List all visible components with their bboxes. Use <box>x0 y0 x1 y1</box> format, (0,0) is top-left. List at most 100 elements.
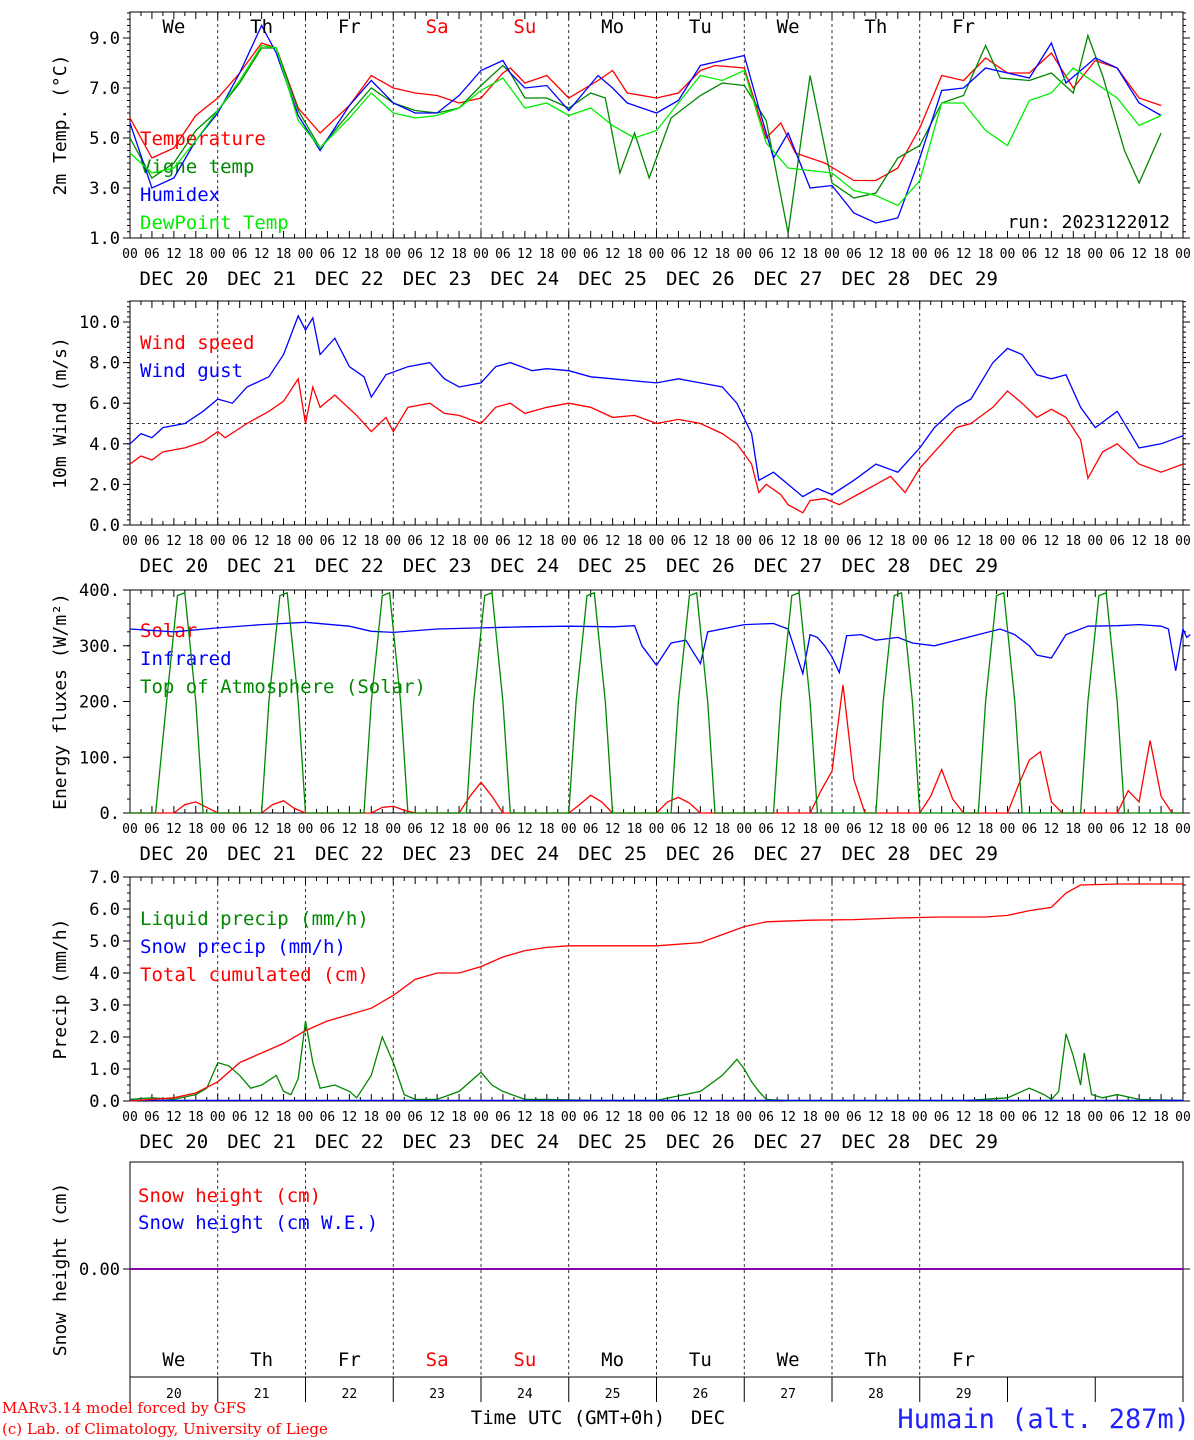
hour-tick-label: 06 <box>758 822 774 837</box>
hour-tick-label: 18 <box>890 822 906 837</box>
weekday-label: We <box>162 1349 185 1371</box>
date-label: DEC 22 <box>315 268 384 290</box>
hour-tick-label: 00 <box>1175 247 1191 262</box>
hour-tick-label: 00 <box>912 1110 928 1125</box>
hour-tick-label: 12 <box>254 534 270 549</box>
weekday-label: Sa <box>426 16 449 38</box>
y-tick-label: 0.0 <box>89 516 120 536</box>
hour-tick-label: 12 <box>1044 247 1060 262</box>
weekday-label: Th <box>864 1349 887 1371</box>
y-tick-label: 7.0 <box>89 79 120 99</box>
date-label: DEC 23 <box>403 1131 472 1153</box>
hour-tick-label: 12 <box>868 534 884 549</box>
hour-tick-label: 00 <box>824 247 840 262</box>
date-label: DEC 23 <box>403 268 472 290</box>
hour-tick-label: 18 <box>539 534 555 549</box>
y-tick-label: 400. <box>79 581 120 601</box>
hour-tick-label: 18 <box>539 1110 555 1125</box>
day-number-label: 21 <box>254 1387 270 1402</box>
date-label: DEC 21 <box>227 555 296 577</box>
y-tick-label: 200. <box>79 693 120 713</box>
hour-tick-label: 00 <box>736 247 752 262</box>
weekday-label: Fr <box>952 1349 975 1371</box>
series-line-infrared <box>129 621 1191 677</box>
day-number-label: 28 <box>868 1387 884 1402</box>
hour-tick-label: 06 <box>583 247 599 262</box>
hour-tick-label: 06 <box>407 247 423 262</box>
weekday-label: We <box>777 1349 800 1371</box>
hour-tick-label: 00 <box>736 534 752 549</box>
hour-tick-label: 18 <box>890 1110 906 1125</box>
date-label: DEC 22 <box>315 1131 384 1153</box>
hour-tick-label: 06 <box>1022 1110 1038 1125</box>
series-line-vigne-temp <box>129 33 1162 234</box>
weekday-label: We <box>162 16 185 38</box>
hour-tick-label: 06 <box>758 534 774 549</box>
date-label: DEC 25 <box>578 268 647 290</box>
hour-tick-label: 00 <box>1000 822 1016 837</box>
date-label: DEC 21 <box>227 1131 296 1153</box>
hour-tick-label: 18 <box>276 247 292 262</box>
hour-tick-label: 12 <box>693 1110 709 1125</box>
hour-tick-label: 12 <box>956 534 972 549</box>
hour-tick-label: 12 <box>1131 1110 1147 1125</box>
legend-entry: Snow height (cm W.E.) <box>138 1212 378 1234</box>
hour-tick-label: 18 <box>1153 534 1169 549</box>
weekday-label: Sa <box>426 1349 449 1371</box>
hour-tick-label: 06 <box>495 247 511 262</box>
hour-tick-label: 06 <box>583 1110 599 1125</box>
date-label: DEC 29 <box>929 843 998 865</box>
hour-tick-label: 18 <box>539 822 555 837</box>
date-label: DEC 28 <box>842 268 911 290</box>
date-label: DEC 22 <box>315 843 384 865</box>
credit-line: MARv3.14 model forced by GFS <box>2 1399 246 1417</box>
y-tick-label: 8.0 <box>89 354 120 374</box>
hour-tick-label: 00 <box>1087 1110 1103 1125</box>
hour-tick-label: 00 <box>649 534 665 549</box>
hour-tick-label: 06 <box>320 822 336 837</box>
legend-entry: Snow precip (mm/h) <box>140 936 346 958</box>
hour-tick-label: 00 <box>736 1110 752 1125</box>
hour-tick-label: 12 <box>517 1110 533 1125</box>
hour-tick-label: 06 <box>495 534 511 549</box>
hour-tick-label: 00 <box>649 247 665 262</box>
hour-tick-label: 18 <box>978 247 994 262</box>
hour-tick-label: 00 <box>824 534 840 549</box>
date-label: DEC 29 <box>929 1131 998 1153</box>
hour-tick-label: 12 <box>605 1110 621 1125</box>
hour-tick-label: 00 <box>473 534 489 549</box>
hour-tick-label: 00 <box>385 822 401 837</box>
hour-tick-label: 18 <box>978 822 994 837</box>
hour-tick-label: 00 <box>298 247 314 262</box>
hour-tick-label: 12 <box>780 247 796 262</box>
station-name: Humain (alt. 287m) <box>897 1404 1190 1435</box>
hour-tick-label: 12 <box>1131 247 1147 262</box>
hour-tick-label: 18 <box>978 534 994 549</box>
hour-tick-label: 06 <box>934 247 950 262</box>
hour-tick-label: 12 <box>166 1110 182 1125</box>
day-number-label: 26 <box>693 1387 709 1402</box>
hour-tick-label: 18 <box>276 534 292 549</box>
hour-tick-label: 12 <box>693 822 709 837</box>
hour-tick-label: 12 <box>956 247 972 262</box>
hour-tick-label: 00 <box>561 1110 577 1125</box>
date-label: DEC 20 <box>140 843 209 865</box>
hour-tick-label: 00 <box>561 822 577 837</box>
hour-tick-label: 18 <box>539 247 555 262</box>
hour-tick-label: 00 <box>1000 247 1016 262</box>
y-axis-label: Energy fluxes (W/m²) <box>50 593 71 810</box>
hour-tick-label: 12 <box>254 247 270 262</box>
day-number-label: 25 <box>605 1387 621 1402</box>
hour-tick-label: 06 <box>495 1110 511 1125</box>
hour-tick-label: 06 <box>758 1110 774 1125</box>
legend-entry: Humidex <box>140 184 220 206</box>
hour-tick-label: 00 <box>473 822 489 837</box>
hour-tick-label: 12 <box>342 1110 358 1125</box>
hour-tick-label: 12 <box>1044 822 1060 837</box>
hour-tick-label: 00 <box>1087 247 1103 262</box>
hour-tick-label: 12 <box>693 534 709 549</box>
hour-tick-label: 06 <box>758 247 774 262</box>
hour-tick-label: 18 <box>714 534 730 549</box>
hour-tick-label: 18 <box>627 247 643 262</box>
weekday-label: Fr <box>338 16 361 38</box>
